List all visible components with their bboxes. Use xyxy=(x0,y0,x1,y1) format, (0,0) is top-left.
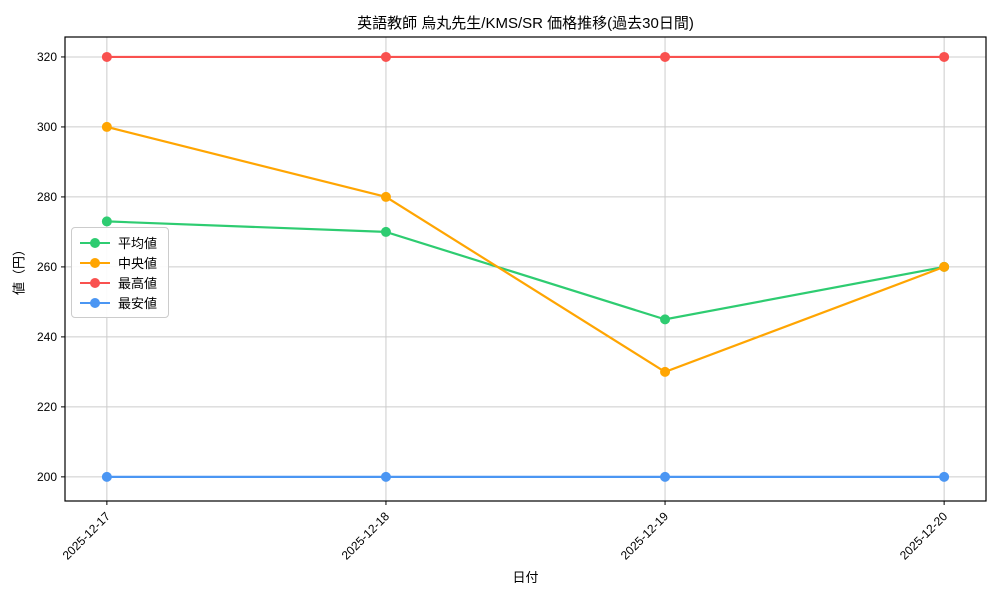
series-marker-2 xyxy=(660,51,671,62)
x-tick-label: 2025-12-17 xyxy=(60,509,114,563)
series-marker-2 xyxy=(380,51,391,62)
legend-label: 最安値 xyxy=(118,296,158,311)
legend-dot-icon xyxy=(90,297,100,308)
legend-dot-icon xyxy=(90,237,100,248)
y-tick-label: 280 xyxy=(37,190,57,204)
series-marker-0 xyxy=(380,226,391,237)
x-tick-label: 2025-12-20 xyxy=(897,509,951,563)
y-axis-label: 値（円） xyxy=(11,242,27,296)
legend-marker-icon xyxy=(80,297,110,308)
y-tick-label: 260 xyxy=(37,260,57,274)
y-tick-label: 240 xyxy=(37,330,57,344)
series-marker-3 xyxy=(101,471,112,482)
series-marker-3 xyxy=(380,471,391,482)
legend-dot-icon xyxy=(90,257,100,268)
legend-marker-icon xyxy=(80,257,110,268)
y-tick-label: 300 xyxy=(37,120,57,134)
legend-dot-icon xyxy=(90,277,100,288)
series-line-1 xyxy=(106,125,945,374)
series-marker-2 xyxy=(101,51,112,62)
x-axis-label: 日付 xyxy=(512,570,539,585)
legend-marker-icon xyxy=(80,237,110,248)
legend-label: 最高値 xyxy=(118,276,158,291)
series-line-0 xyxy=(106,220,945,321)
legend-label: 中央値 xyxy=(118,256,158,271)
series-marker-0 xyxy=(660,314,671,325)
legend-item: 平均値 xyxy=(80,234,157,251)
series-marker-2 xyxy=(939,51,950,62)
series-marker-0 xyxy=(101,216,112,227)
series-marker-3 xyxy=(939,471,950,482)
series-marker-1 xyxy=(939,261,950,272)
series-marker-1 xyxy=(660,366,671,377)
chart-title: 英語教師 烏丸先生/KMS/SR 価格推移(過去30日間) xyxy=(357,15,694,32)
legend-item: 最安値 xyxy=(80,294,157,311)
y-tick-label: 200 xyxy=(37,470,57,484)
y-tick-label: 220 xyxy=(37,400,57,414)
series-marker-1 xyxy=(380,191,391,202)
legend-label: 平均値 xyxy=(118,236,158,251)
x-tick-label: 2025-12-18 xyxy=(339,509,393,563)
legend-marker-icon xyxy=(80,277,110,288)
legend-item: 最高値 xyxy=(80,274,157,291)
series-marker-3 xyxy=(660,471,671,482)
legend-item: 中央値 xyxy=(80,254,157,271)
y-tick-label: 320 xyxy=(37,50,57,64)
plot-border xyxy=(64,36,987,502)
chart-legend: 平均値中央値最高値最安値 xyxy=(71,227,170,318)
x-tick-label: 2025-12-19 xyxy=(618,509,672,563)
series-marker-1 xyxy=(101,121,112,132)
